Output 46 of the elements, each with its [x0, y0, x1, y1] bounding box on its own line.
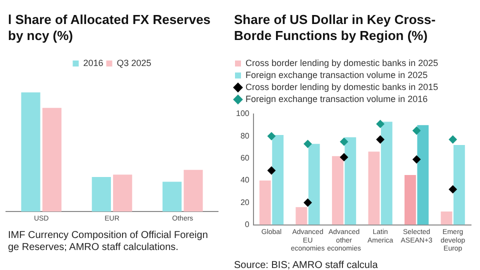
- point: [304, 140, 312, 148]
- bar: [368, 152, 380, 225]
- bar: [308, 144, 320, 225]
- y-tick-label: 40: [240, 176, 250, 185]
- point: [412, 155, 421, 164]
- text: IMF Currency Composition of Official Foreign ge Reserves; AMRO staff calculations.: [7, 229, 209, 254]
- chart-title: Share of US Dollar in Key Cross-Borde Functions by Region (%): [233, 11, 437, 45]
- point: [340, 138, 348, 146]
- bar: [272, 135, 284, 225]
- legend-label: Cross border lending by domestic banks in 2025: [246, 58, 438, 68]
- source-note: Source: BIS; AMRO staff calcula: [233, 259, 379, 270]
- bar: [42, 108, 62, 212]
- legend-label: 2016: [83, 58, 104, 68]
- point: [412, 126, 421, 135]
- bar: [296, 207, 308, 225]
- point: [448, 135, 457, 144]
- bar: [404, 174, 416, 225]
- legend-label: Foreign exchange transaction volume in 2016: [246, 94, 428, 104]
- chart-title: l Share of Allocated FX Reserves by ncy (%): [7, 11, 212, 45]
- point: [376, 135, 384, 144]
- point: [267, 166, 276, 175]
- point: [267, 132, 276, 140]
- point: [340, 153, 348, 162]
- legend-label: Q3 2025: [116, 58, 152, 68]
- bar: [92, 177, 111, 212]
- legend-label: Foreign exchange transaction volume in 2025: [246, 70, 428, 80]
- y-tick-label: 100: [236, 109, 250, 118]
- bar: [453, 145, 465, 225]
- y-tick-label: 20: [240, 198, 250, 207]
- bar: [417, 125, 429, 225]
- bar: [380, 122, 392, 225]
- legend-label: Cross border lending by domestic banks in 2015: [246, 82, 438, 92]
- bar: [113, 174, 132, 212]
- y-tick-label: 60: [240, 154, 250, 163]
- point: [448, 185, 457, 194]
- bar: [21, 92, 40, 212]
- y-tick-label: 80: [240, 131, 250, 140]
- bar: [162, 182, 182, 212]
- bar: [344, 137, 356, 225]
- y-tick-label: 0: [244, 220, 250, 230]
- bar: [259, 180, 271, 225]
- bar: [184, 170, 203, 212]
- bar: [440, 212, 452, 225]
- point: [304, 198, 312, 207]
- point: [376, 120, 384, 128]
- bar: [332, 156, 344, 225]
